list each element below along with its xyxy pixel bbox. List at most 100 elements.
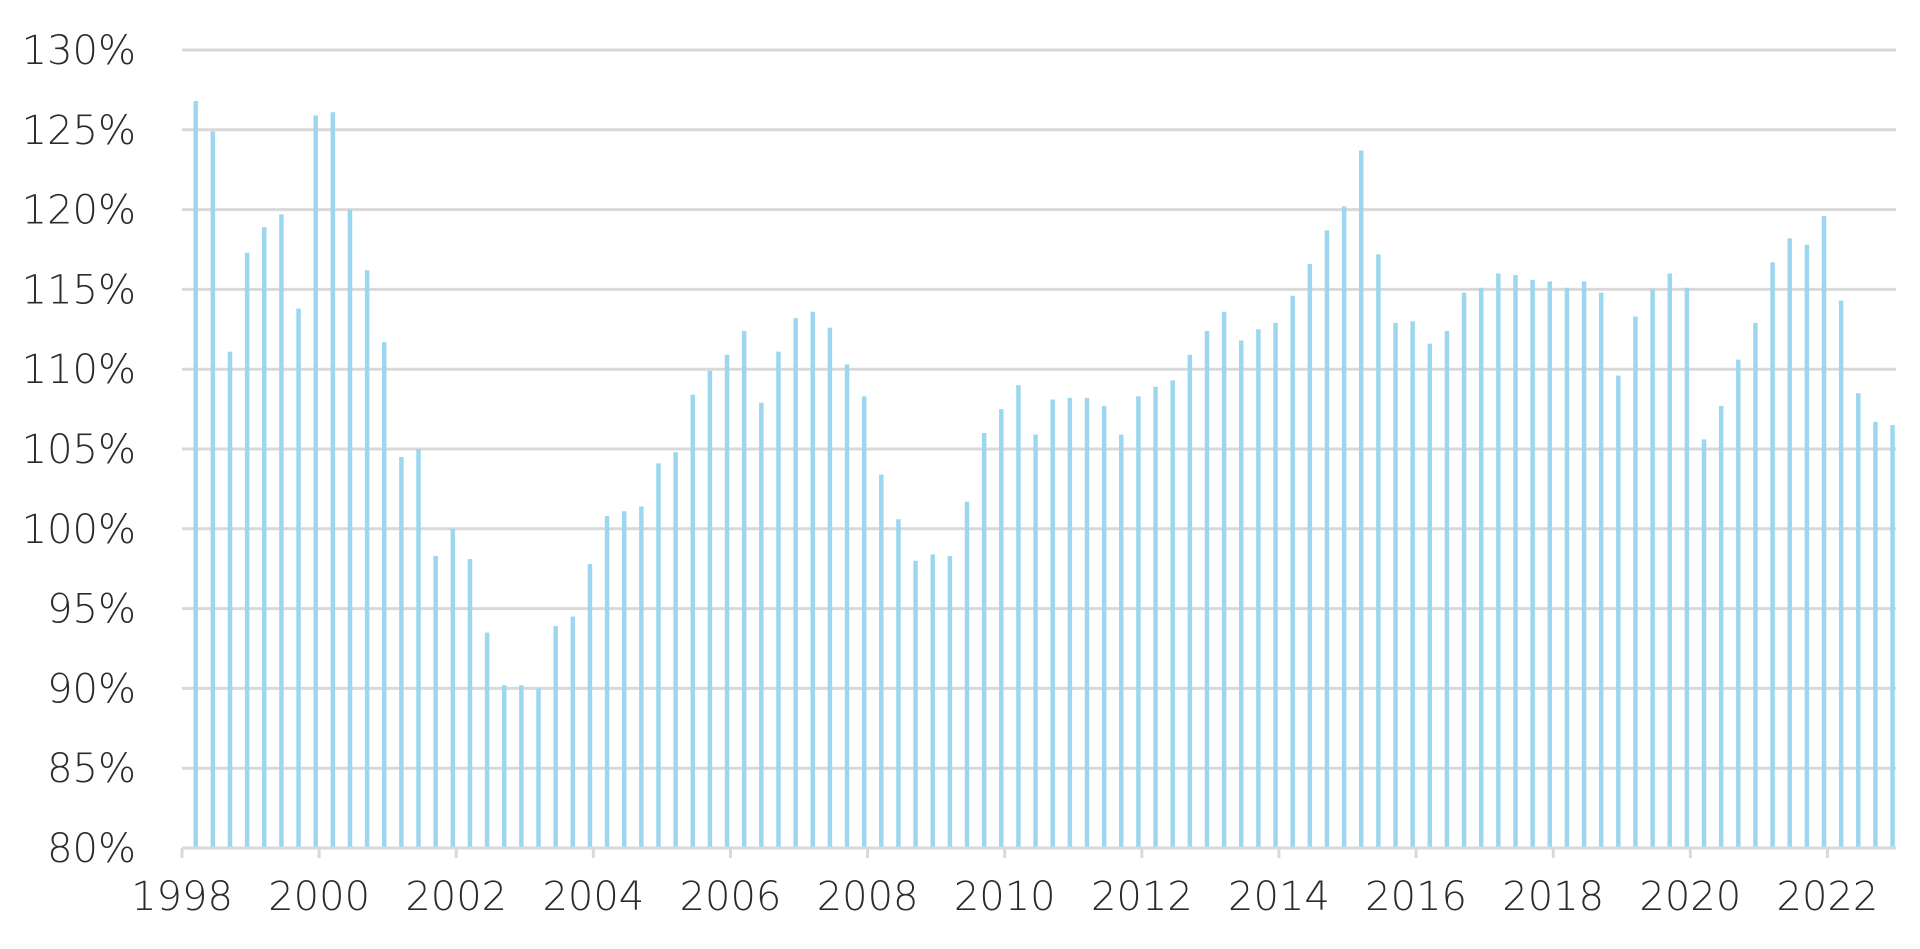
bar <box>433 555 438 848</box>
y-tick-label: 105% <box>22 427 136 473</box>
bar <box>1204 330 1210 848</box>
bar <box>621 511 627 848</box>
bar <box>1890 425 1895 848</box>
bar <box>399 456 404 848</box>
bar <box>1119 434 1124 848</box>
bar <box>707 370 713 848</box>
bar <box>1856 393 1861 848</box>
y-tick-label: 125% <box>22 108 136 154</box>
x-tick-label: 2010 <box>954 874 1056 920</box>
bar <box>364 270 370 848</box>
grid-lines <box>182 48 1896 770</box>
bar <box>639 506 644 848</box>
bar <box>1136 396 1141 848</box>
bar <box>227 351 233 848</box>
y-tick-label: 130% <box>22 28 136 74</box>
bar <box>776 351 781 848</box>
bar <box>1667 273 1673 848</box>
bar <box>1616 375 1621 848</box>
bar <box>1170 380 1175 848</box>
bar <box>879 474 884 848</box>
bar <box>1153 386 1158 848</box>
bar <box>1513 275 1518 848</box>
bar <box>1598 292 1604 848</box>
bar <box>193 101 198 848</box>
y-tick-label: 80% <box>47 826 136 872</box>
bar <box>793 318 798 848</box>
bar <box>501 685 507 848</box>
y-tick-label: 115% <box>22 267 136 313</box>
bar <box>1307 263 1313 848</box>
bar <box>1564 287 1570 849</box>
x-tick-label: 2000 <box>268 874 370 920</box>
bar <box>1256 329 1261 848</box>
bar <box>1496 273 1501 848</box>
bar <box>810 311 816 848</box>
x-tick-label: 1998 <box>131 874 233 920</box>
bar <box>519 685 524 848</box>
bar <box>330 112 336 848</box>
bar <box>1067 397 1073 848</box>
bar <box>1581 281 1587 848</box>
bar <box>1718 405 1724 848</box>
bar <box>1838 300 1844 848</box>
bar <box>1753 322 1758 848</box>
bar <box>1273 322 1278 848</box>
bar <box>1239 340 1244 848</box>
bar <box>673 452 678 848</box>
bar <box>296 308 301 848</box>
bar <box>604 516 610 848</box>
bar <box>484 632 490 848</box>
bar <box>1290 295 1295 848</box>
bar <box>1016 385 1021 848</box>
y-axis-tick-labels: 80% 85% 90% 95% 100% 105% 110% 115% 120% 125% 130% <box>22 28 136 872</box>
bar <box>382 342 387 848</box>
bar <box>210 131 216 848</box>
y-tick-label: 95% <box>47 587 136 633</box>
x-axis-tick-labels: 1998 2000 2002 2004 2006 2008 2010 2012 2014 2016… <box>131 874 1878 920</box>
bar <box>1736 359 1741 848</box>
y-tick-label: 120% <box>22 188 136 234</box>
bar <box>1084 397 1090 848</box>
bar <box>656 463 661 848</box>
bar <box>244 252 250 848</box>
bar <box>844 364 850 848</box>
bar <box>1101 405 1107 848</box>
bar <box>861 396 867 848</box>
bar <box>1530 279 1535 849</box>
bar <box>964 501 970 848</box>
bar <box>1427 343 1433 848</box>
bar <box>1341 206 1347 848</box>
bar <box>279 214 284 848</box>
bar <box>1478 287 1484 849</box>
bar <box>467 559 473 848</box>
x-tick-label: 2020 <box>1639 874 1741 920</box>
bar <box>313 115 318 849</box>
y-tick-label: 90% <box>47 666 136 712</box>
y-tick-label: 85% <box>47 746 136 792</box>
bar <box>1410 321 1415 848</box>
x-tick-label: 2014 <box>1228 874 1330 920</box>
bar <box>347 209 353 849</box>
bar <box>1187 354 1193 848</box>
bar <box>913 560 918 848</box>
x-tick-label: 2016 <box>1365 874 1467 920</box>
bar <box>1787 238 1792 848</box>
bar <box>570 616 576 848</box>
bar <box>947 555 953 848</box>
bar <box>1324 230 1330 848</box>
bar <box>1221 311 1227 848</box>
bar <box>1873 421 1878 848</box>
bar <box>1461 292 1467 848</box>
bar <box>587 563 593 848</box>
bar <box>416 449 421 848</box>
bar <box>741 330 747 848</box>
bar <box>1701 439 1707 848</box>
bar <box>1821 215 1827 848</box>
bar <box>1770 262 1775 848</box>
bar <box>981 433 987 848</box>
bar <box>724 354 730 848</box>
axes <box>180 846 1896 858</box>
y-tick-label: 100% <box>22 507 136 553</box>
